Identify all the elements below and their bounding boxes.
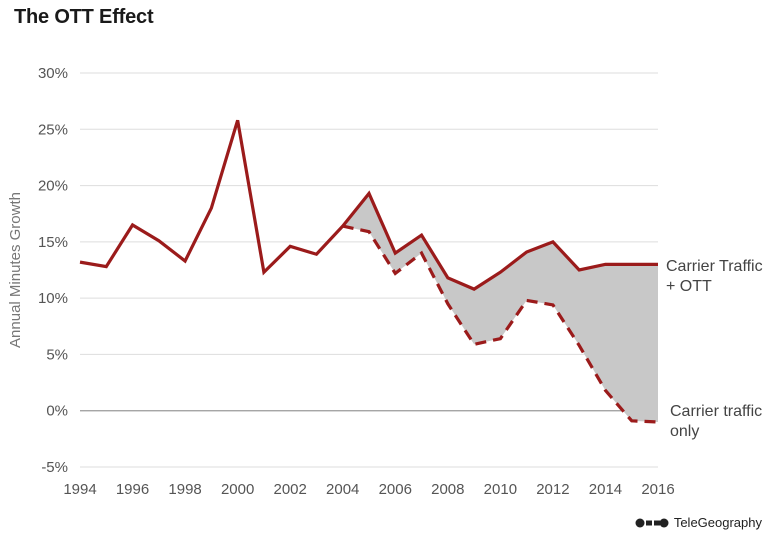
telegeography-logo-icon [635,518,669,527]
series-line-carrier-plus-ott [79,119,658,291]
y-tick-label: 30% [38,65,68,82]
series-lines [79,119,659,424]
x-tick-label: 1994 [63,481,96,498]
x-tick-label: 2014 [589,481,622,498]
series-line-carrier-only [342,224,659,424]
x-tick-label: 2008 [431,481,464,498]
x-tick-label: 2010 [484,481,517,498]
x-tick-label: 2004 [326,481,359,498]
x-tick-label: 2000 [221,481,254,498]
y-tick-label: 10% [38,290,68,307]
credit-text: TeleGeography [673,515,762,530]
x-tick-label: 1998 [168,481,201,498]
x-tick-label: 2012 [536,481,569,498]
ott-gap-fill [342,193,658,422]
x-tick-label: 1996 [116,481,149,498]
series-label: Carrier traffic [670,403,762,420]
y-tick-label: 25% [38,121,68,138]
y-tick-label: -5% [41,459,68,476]
credit: TeleGeography [635,515,762,530]
y-tick-label: 15% [38,234,68,251]
x-tick-label: 2006 [379,481,412,498]
y-tick-label: 0% [46,403,68,420]
y-axis-label: Annual Minutes Growth [7,192,24,348]
series-label: Carrier Traffic [666,258,763,275]
series-annotations: Carrier Traffic + OTT Carrier traffic only [666,258,763,440]
y-tick-label: 20% [38,178,68,195]
x-tick-label: 2016 [641,481,674,498]
chart-title: The OTT Effect [14,6,154,28]
ott-gap-area [342,193,658,422]
x-tick-label: 2002 [273,481,306,498]
y-tick-label: 5% [46,346,68,363]
series-label: + OTT [666,278,712,295]
series-label: only [670,423,699,440]
y-axis-ticks: -5% 0% 5% 10% 15% 20% 25% 30% [38,65,68,476]
x-axis-ticks: 1994 1996 1998 2000 2002 2004 2006 2008 2010 2012… [63,481,674,498]
